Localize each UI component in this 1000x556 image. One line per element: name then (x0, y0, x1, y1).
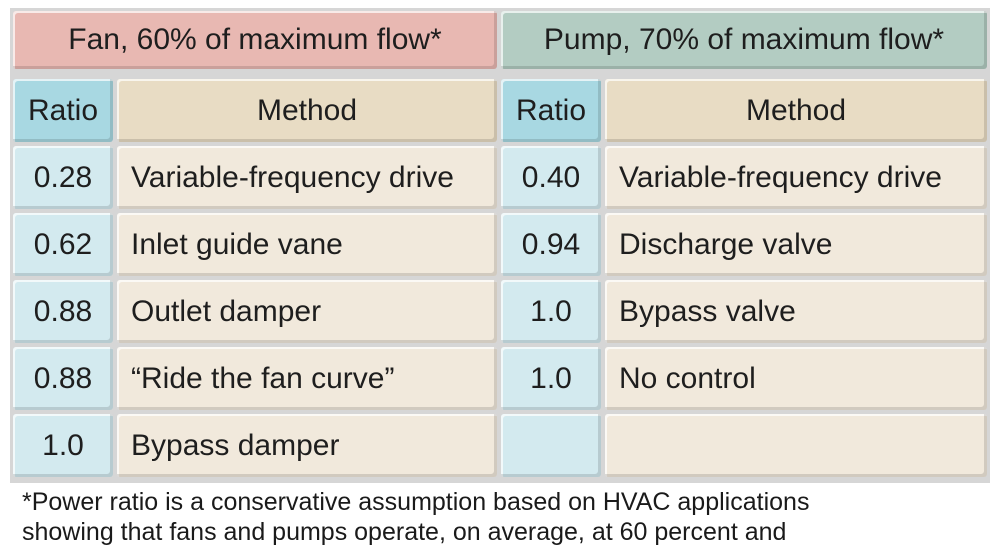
pump-ratio-cell: 1.0 (501, 347, 601, 410)
footnote-line-1: *Power ratio is a conservative assumptio… (22, 488, 810, 516)
fan-ratio-cell: 0.62 (13, 213, 113, 276)
comparison-table: Fan, 60% of maximum flow* Pump, 70% of m… (10, 8, 990, 483)
fan-method-header: Method (117, 79, 497, 142)
pump-method-cell: No control (605, 347, 987, 410)
fan-ratio-cell: 0.88 (13, 347, 113, 410)
fan-ratio-cell: 0.28 (13, 146, 113, 209)
pump-ratio-header: Ratio (501, 79, 601, 142)
pump-empty-method-cell (605, 414, 987, 477)
fan-ratio-header: Ratio (13, 79, 113, 142)
pump-ratio-cell: 1.0 (501, 280, 601, 343)
pump-section-title: Pump, 70% of maximum flow* (501, 11, 987, 69)
fan-method-cell: Outlet damper (117, 280, 497, 343)
fan-ratio-cell: 0.88 (13, 280, 113, 343)
pump-method-cell: Bypass valve (605, 280, 987, 343)
pump-method-cell: Discharge valve (605, 213, 987, 276)
footnote-line-2: showing that fans and pumps operate, on … (22, 518, 787, 546)
pump-method-header: Method (605, 79, 987, 142)
fan-method-cell: “Ride the fan curve” (117, 347, 497, 410)
pump-ratio-cell: 0.40 (501, 146, 601, 209)
fan-method-cell: Variable-frequency drive (117, 146, 497, 209)
fan-section-title: Fan, 60% of maximum flow* (13, 11, 497, 69)
fan-method-cell: Inlet guide vane (117, 213, 497, 276)
pump-empty-ratio-cell (501, 414, 601, 477)
footnote: *Power ratio is a conservative assumptio… (22, 487, 992, 547)
fan-ratio-cell: 1.0 (13, 414, 113, 477)
pump-method-cell: Variable-frequency drive (605, 146, 987, 209)
pump-ratio-cell: 0.94 (501, 213, 601, 276)
fan-method-cell: Bypass damper (117, 414, 497, 477)
